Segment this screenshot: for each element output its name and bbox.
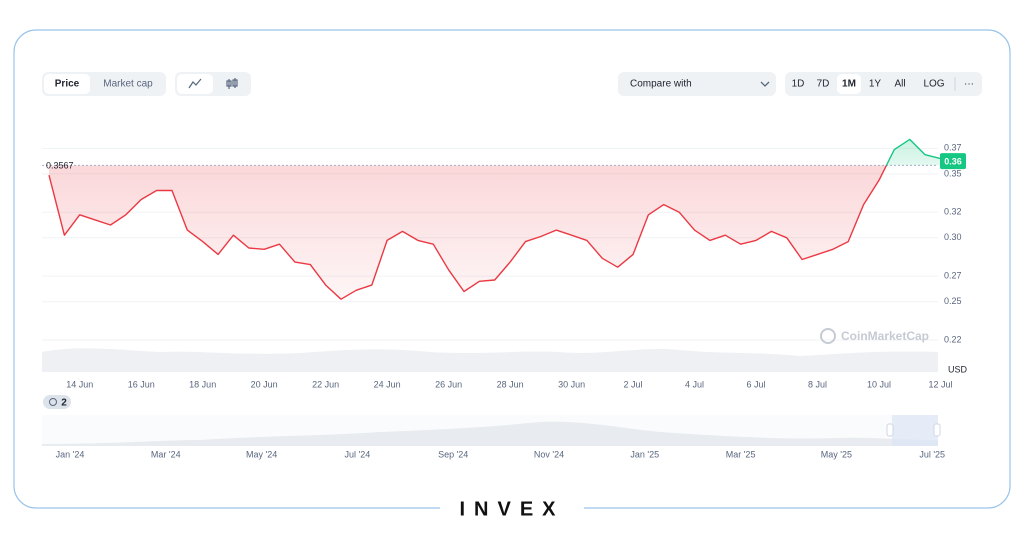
x-tick-label: 30 Jun — [558, 379, 585, 389]
brand-bg — [440, 498, 584, 520]
navigator-window[interactable] — [892, 415, 938, 446]
range-button[interactable]: 1M — [842, 79, 856, 90]
navigator-label: Mar '25 — [726, 449, 756, 459]
badge-count: 2 — [61, 398, 67, 409]
y-tick-label: 0.30 — [944, 232, 962, 242]
y-tick-label: 0.25 — [944, 296, 962, 306]
navigator-label: Mar '24 — [151, 449, 181, 459]
volume-shade — [42, 348, 938, 372]
watermark-logo — [820, 328, 836, 344]
range-group — [785, 72, 982, 96]
chevron — [760, 81, 770, 87]
x-tick-label: 8 Jul — [808, 379, 827, 389]
currency: USD — [948, 364, 968, 374]
compare-dropdown[interactable] — [618, 72, 776, 96]
tab[interactable]: Market cap — [103, 79, 153, 90]
navigator-label: Nov '24 — [534, 449, 564, 459]
navigator-label: Jan '24 — [56, 449, 85, 459]
y-tick-label: 0.35 — [944, 168, 962, 178]
tab[interactable]: Price — [55, 79, 80, 90]
range-button[interactable]: 7D — [817, 79, 830, 90]
more-button[interactable]: ··· — [964, 79, 974, 90]
price-area — [49, 139, 941, 300]
range-button[interactable]: 1Y — [869, 79, 882, 90]
range-button[interactable]: LOG — [923, 79, 944, 90]
reference-label: 0.3567 — [46, 161, 74, 171]
navigator-label: May '25 — [821, 449, 852, 459]
current-price-tag — [940, 153, 966, 170]
navigator-handle[interactable] — [886, 423, 894, 437]
x-tick-label: 22 Jun — [312, 379, 339, 389]
candle-icon[interactable] — [226, 78, 238, 89]
x-tick-label: 6 Jul — [747, 379, 766, 389]
y-tick-label: 0.37 — [944, 143, 962, 153]
range-active — [837, 74, 861, 94]
y-tick-label: 0.32 — [944, 207, 962, 217]
x-tick-label: 14 Jun — [66, 379, 93, 389]
line-icon — [188, 78, 202, 89]
navigator-shade — [42, 421, 938, 446]
compare-label: Compare with — [630, 79, 692, 90]
navigator-label: Jul '25 — [919, 449, 945, 459]
range-button[interactable]: All — [894, 79, 905, 90]
brand: INVEX — [459, 498, 564, 520]
navigator-label: Sep '24 — [438, 449, 468, 459]
x-tick-label: 26 Jun — [435, 379, 462, 389]
navigator-label: Jul '24 — [345, 449, 371, 459]
x-tick-label: 24 Jun — [374, 379, 401, 389]
watermark: CoinMarketCap — [841, 329, 929, 343]
navigator-label: May '24 — [246, 449, 277, 459]
navigator-handle[interactable] — [933, 423, 941, 437]
current-price-label: 0.36 — [944, 156, 962, 166]
badge-icon — [49, 398, 57, 406]
y-tick-label: 0.27 — [944, 271, 962, 281]
x-tick-label: 2 Jul — [624, 379, 643, 389]
x-tick-label: 12 Jul — [928, 379, 952, 389]
x-tick-label: 10 Jul — [867, 379, 891, 389]
navigator-label: Jan '25 — [630, 449, 659, 459]
price-line — [48, 138, 941, 300]
x-tick-label: 20 Jun — [251, 379, 278, 389]
x-tick-label: 28 Jun — [497, 379, 524, 389]
x-tick-label: 4 Jul — [685, 379, 704, 389]
x-tick-label: 16 Jun — [128, 379, 155, 389]
x-tick-label: 18 Jun — [189, 379, 216, 389]
range-button[interactable]: 1D — [792, 79, 805, 90]
y-tick-label: 0.22 — [944, 334, 962, 344]
tab-active — [44, 74, 90, 94]
